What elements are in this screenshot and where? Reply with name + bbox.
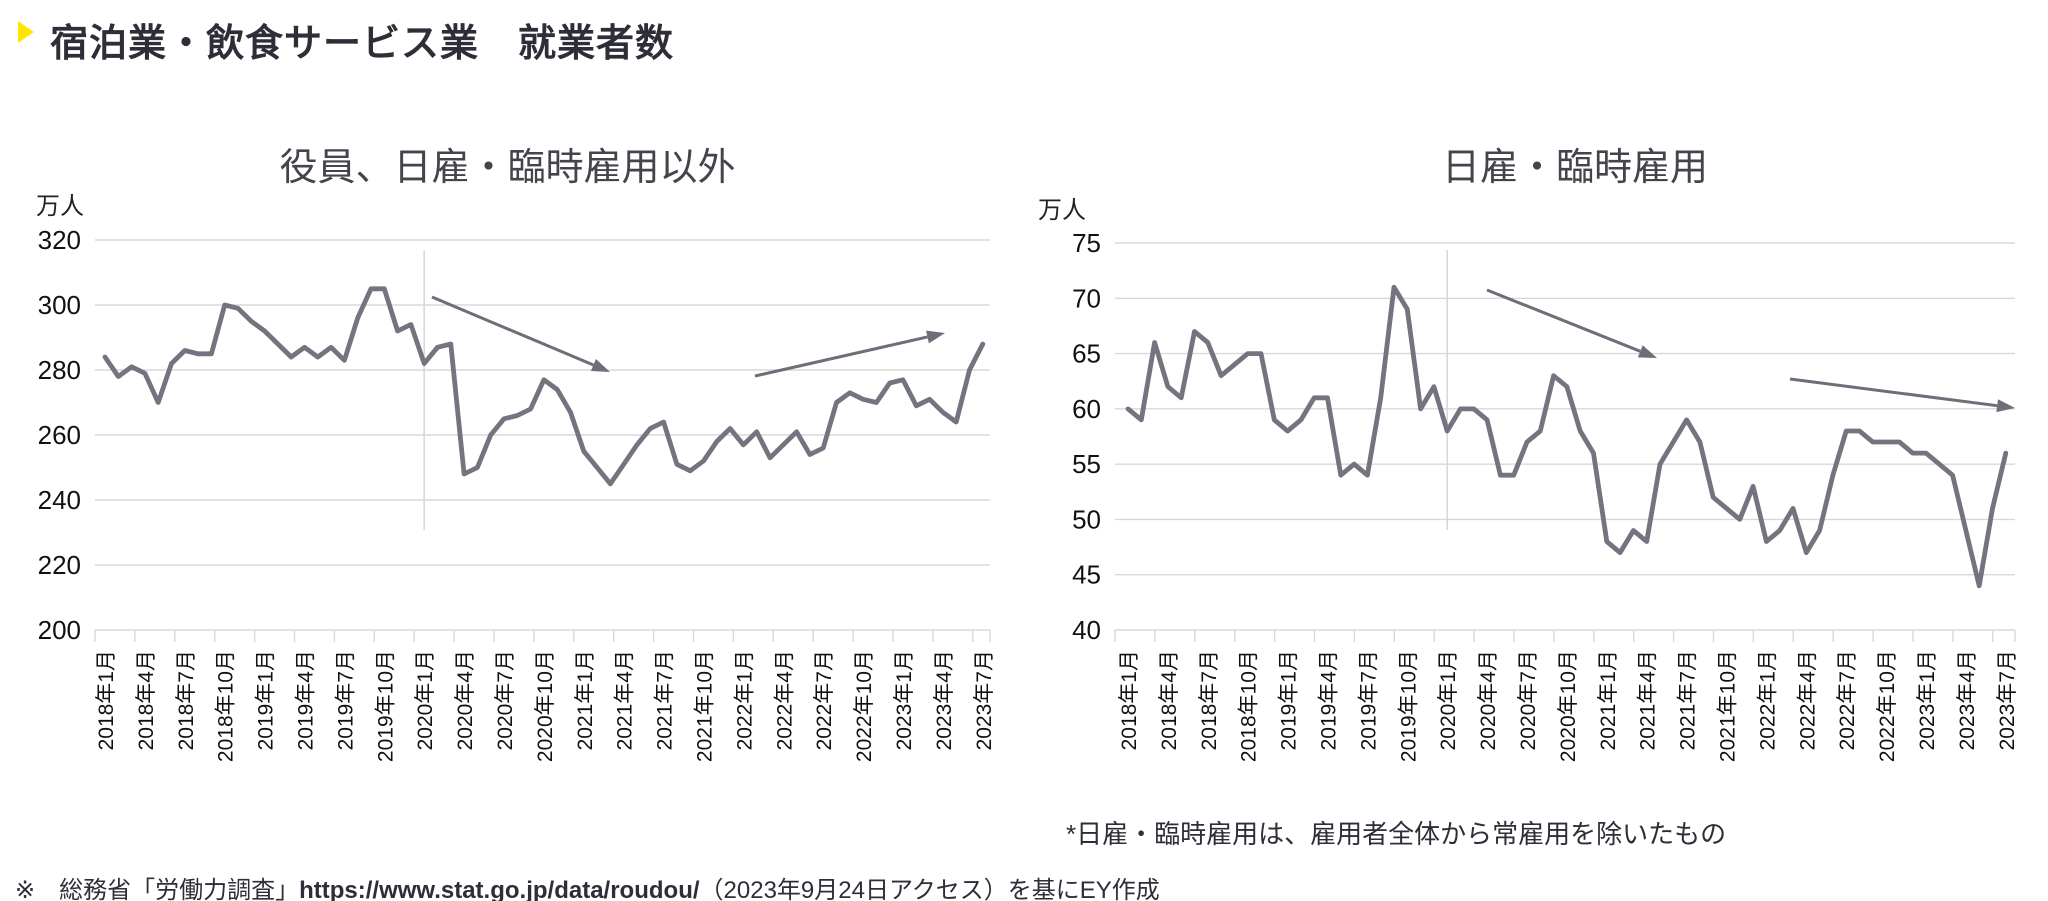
x-tick-label: 2020年7月 bbox=[494, 650, 517, 750]
x-tick-label: 2022年1月 bbox=[733, 650, 756, 750]
x-tick-label: 2019年1月 bbox=[255, 650, 278, 750]
y-tick-label: 260 bbox=[38, 420, 81, 450]
y-axis-unit-label-right: 万人 bbox=[1038, 197, 1086, 224]
y-tick-label: 45 bbox=[1072, 560, 1101, 590]
source-suffix: （2023年9月24日アクセス）を基にEY作成 bbox=[699, 877, 1160, 901]
right-triangle-icon bbox=[18, 21, 34, 43]
x-tick-label: 2023年7月 bbox=[1996, 650, 2019, 750]
y-tick-label: 50 bbox=[1072, 504, 1101, 534]
x-tick-label: 2022年4月 bbox=[1796, 650, 1819, 750]
data-line bbox=[102, 286, 986, 487]
x-tick-label: 2022年10月 bbox=[1876, 650, 1899, 762]
x-tick-label: 2021年4月 bbox=[1637, 650, 1660, 750]
x-tick-label: 2022年1月 bbox=[1756, 650, 1779, 750]
x-tick-label: 2021年7月 bbox=[1677, 650, 1700, 750]
y-tick-label: 75 bbox=[1072, 228, 1101, 258]
x-tick-label: 2018年7月 bbox=[1198, 650, 1221, 750]
x-tick-label: 2023年7月 bbox=[973, 650, 996, 750]
x-tick-label: 2020年1月 bbox=[414, 650, 437, 750]
page-title: 宿泊業・飲食サービス業 就業者数 bbox=[50, 23, 675, 65]
x-tick-label: 2020年1月 bbox=[1437, 650, 1460, 750]
x-tick-label: 2018年10月 bbox=[215, 650, 238, 762]
trend-arrow-head bbox=[1996, 399, 2015, 413]
x-tick-label: 2021年4月 bbox=[614, 650, 637, 750]
x-tick-label: 2023年1月 bbox=[893, 650, 916, 750]
y-axis-unit-label-left: 万人 bbox=[36, 193, 84, 220]
trend-arrow-head bbox=[1637, 345, 1657, 358]
y-tick-label: 220 bbox=[38, 550, 81, 580]
source-prefix: ※ 総務省「労働力調査」 bbox=[15, 877, 300, 901]
x-tick-label: 2018年1月 bbox=[95, 650, 118, 750]
y-tick-label: 280 bbox=[38, 355, 81, 385]
x-tick-label: 2021年10月 bbox=[1717, 650, 1740, 762]
x-tick-label: 2020年10月 bbox=[534, 650, 557, 762]
trend-arrow-shaft bbox=[754, 335, 928, 378]
x-tick-label: 2022年4月 bbox=[773, 650, 796, 750]
x-tick-label: 2019年7月 bbox=[334, 650, 357, 750]
x-tick-label: 2020年7月 bbox=[1517, 650, 1540, 750]
x-tick-label: 2022年7月 bbox=[813, 650, 836, 750]
x-tick-label: 2019年7月 bbox=[1357, 650, 1380, 750]
y-tick-label: 300 bbox=[38, 290, 81, 320]
data-line bbox=[1125, 284, 2009, 589]
x-tick-label: 2022年10月 bbox=[853, 650, 876, 762]
x-tick-label: 2020年4月 bbox=[1477, 650, 1500, 750]
y-tick-label: 55 bbox=[1072, 449, 1101, 479]
source-url: https://www.stat.go.jp/data/roudou/ bbox=[299, 877, 700, 901]
trend-arrow-shaft bbox=[1789, 377, 1998, 408]
y-tick-label: 200 bbox=[38, 615, 81, 645]
trend-arrow-head bbox=[926, 330, 945, 344]
y-tick-label: 320 bbox=[38, 225, 81, 255]
x-tick-label: 2018年4月 bbox=[135, 650, 158, 750]
trend-arrow-shaft bbox=[431, 295, 594, 367]
x-tick-label: 2023年4月 bbox=[1956, 650, 1979, 750]
x-tick-label: 2019年1月 bbox=[1278, 650, 1301, 750]
y-tick-label: 40 bbox=[1072, 615, 1101, 645]
x-tick-label: 2018年4月 bbox=[1158, 650, 1181, 750]
footnote-definition: *日雇・臨時雇用は、雇用者全体から常雇用を除いたもの bbox=[1066, 819, 1727, 849]
x-tick-label: 2021年10月 bbox=[694, 650, 717, 762]
x-tick-label: 2021年7月 bbox=[654, 650, 677, 750]
x-tick-label: 2023年4月 bbox=[933, 650, 956, 750]
chart-title-daily-temp-employment: 日雇・臨時雇用 bbox=[1441, 147, 1708, 189]
y-tick-label: 65 bbox=[1072, 339, 1101, 369]
x-tick-label: 2019年4月 bbox=[295, 650, 318, 750]
x-tick-label: 2020年10月 bbox=[1557, 650, 1580, 762]
y-tick-label: 240 bbox=[38, 485, 81, 515]
x-tick-label: 2019年4月 bbox=[1318, 650, 1341, 750]
y-tick-label: 70 bbox=[1072, 283, 1101, 313]
trend-arrow-shaft bbox=[1486, 288, 1641, 353]
source-attribution: ※ 総務省「労働力調査」https://www.stat.go.jp/data/… bbox=[15, 870, 1160, 901]
x-tick-label: 2021年1月 bbox=[1597, 650, 1620, 750]
x-tick-label: 2019年10月 bbox=[1397, 650, 1420, 762]
x-tick-label: 2022年7月 bbox=[1836, 650, 1859, 750]
x-tick-label: 2020年4月 bbox=[454, 650, 477, 750]
x-tick-label: 2018年7月 bbox=[175, 650, 198, 750]
x-tick-label: 2021年1月 bbox=[574, 650, 597, 750]
x-tick-label: 2023年1月 bbox=[1916, 650, 1939, 750]
x-tick-label: 2018年10月 bbox=[1238, 650, 1261, 762]
x-tick-label: 2019年10月 bbox=[374, 650, 397, 762]
chart-title-regular-employment: 役員、日雇・臨時雇用以外 bbox=[279, 147, 736, 189]
y-tick-label: 60 bbox=[1072, 394, 1101, 424]
trend-arrow-head bbox=[590, 359, 610, 372]
x-tick-label: 2018年1月 bbox=[1118, 650, 1141, 750]
